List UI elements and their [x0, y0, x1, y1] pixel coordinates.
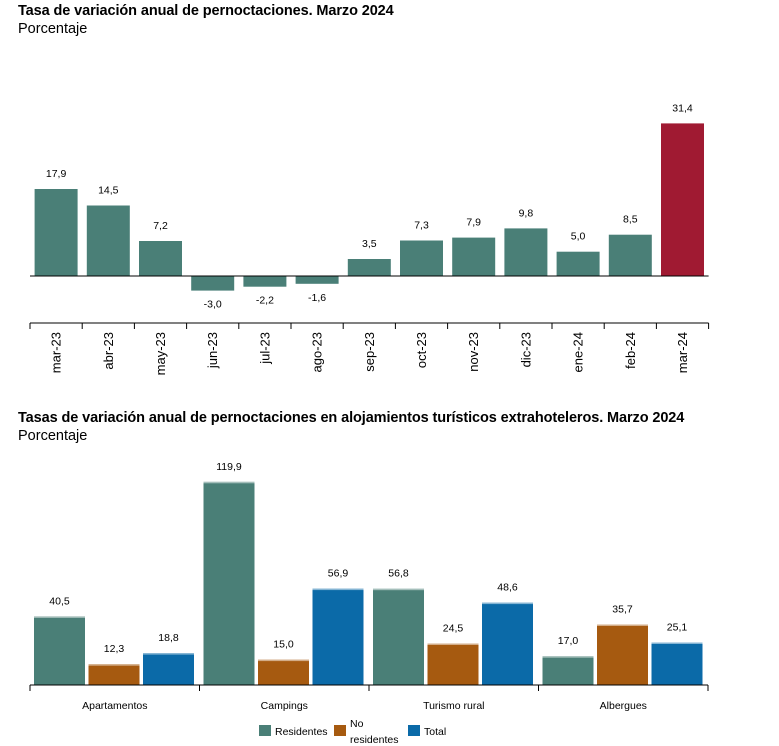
bar-ene-24	[556, 251, 600, 276]
x-tick-label-jun-23: jun-23	[205, 332, 220, 369]
bar-Albergues-Residentes	[542, 656, 594, 685]
bar-Albergues-Total	[651, 642, 703, 685]
x-tick-label-abr-23: abr-23	[101, 332, 116, 370]
x-tick-label-dic-23: dic-23	[518, 332, 533, 367]
legend-label-no: No	[350, 718, 364, 730]
bar-feb-24	[608, 234, 652, 276]
value-label-sep-23: 3,5	[362, 238, 377, 250]
value-label-jul-23: -2,2	[256, 295, 274, 307]
value-label-Campings-No residentes: 15,0	[273, 639, 294, 651]
bar-mar-23	[34, 189, 78, 276]
bar-jun-23	[191, 276, 235, 291]
bar-Campings-Total	[312, 588, 364, 685]
value-label-Campings-Total: 56,9	[328, 568, 349, 580]
bar-top-highlight	[203, 481, 255, 484]
value-label-Campings-Residentes: 119,9	[216, 461, 242, 473]
value-label-Turismo rural-No residentes: 24,5	[443, 623, 464, 635]
bar-Turismo rural-Total	[482, 602, 533, 685]
legend-swatch-No residentes	[334, 725, 346, 736]
bar-top-highlight	[597, 624, 648, 626]
bar-top-highlight	[34, 616, 85, 618]
x-tick-label-may-23: may-23	[153, 332, 168, 375]
x-tick-label-mar-24: mar-24	[675, 332, 690, 373]
bar-top-highlight	[258, 659, 309, 662]
bar-top-highlight	[427, 643, 479, 645]
chart2-subtitle: Porcentaje	[18, 428, 88, 444]
bar-top-highlight	[651, 642, 703, 644]
chart1-title: Tasa de variación anual de pernoctacione…	[18, 3, 394, 19]
x-tick-label-sep-23: sep-23	[362, 332, 377, 372]
bar-dic-23	[504, 228, 548, 276]
x-tick-label-Turismo rural: Turismo rural	[423, 700, 484, 712]
value-label-mar-23: 17,9	[46, 168, 67, 180]
bar-Campings-No residentes	[258, 659, 309, 685]
bar-Albergues-No residentes	[597, 624, 648, 685]
x-tick-label-nov-23: nov-23	[466, 332, 481, 372]
legend-label-Residentes: Residentes	[275, 726, 328, 738]
value-label-ago-23: -1,6	[308, 292, 326, 304]
bar-ago-23	[295, 276, 339, 284]
bar-oct-23	[400, 240, 443, 276]
bar-abr-23	[86, 205, 130, 276]
bar-Turismo rural-No residentes	[427, 643, 479, 685]
bar-top-highlight	[373, 588, 424, 591]
bar-top-highlight	[312, 588, 364, 591]
value-label-Turismo rural-Total: 48,6	[497, 582, 518, 594]
value-label-oct-23: 7,3	[414, 220, 429, 232]
x-tick-label-ene-24: ene-24	[571, 332, 586, 372]
value-label-feb-24: 8,5	[623, 214, 638, 226]
value-label-Albergues-Residentes: 17,0	[558, 635, 579, 647]
bar-top-highlight	[88, 664, 140, 666]
bar-Apartamentos-No residentes	[88, 664, 140, 685]
value-label-ene-24: 5,0	[571, 231, 586, 243]
x-tick-label-mar-23: mar-23	[49, 332, 64, 373]
x-tick-label-Apartamentos: Apartamentos	[82, 700, 147, 712]
value-label-abr-23: 14,5	[98, 185, 119, 197]
bar-top-highlight	[542, 656, 594, 658]
bar-nov-23	[452, 237, 496, 276]
bar-may-23	[139, 241, 182, 276]
legend-swatch-Residentes	[259, 725, 271, 736]
x-tick-label-Albergues: Albergues	[600, 700, 647, 712]
value-label-nov-23: 7,9	[466, 217, 481, 229]
value-label-jun-23: -3,0	[204, 299, 222, 311]
bar-sep-23	[347, 259, 391, 276]
bar-mar-24	[661, 123, 704, 277]
value-label-Turismo rural-Residentes: 56,8	[388, 568, 409, 580]
bar-top-highlight	[482, 602, 533, 605]
legend-label-Total: Total	[424, 726, 446, 738]
bar-Apartamentos-Total	[143, 653, 194, 685]
x-tick-label-Campings: Campings	[261, 700, 308, 712]
value-label-dic-23: 9,8	[519, 207, 534, 219]
legend-swatch-Total	[408, 725, 420, 736]
x-tick-label-jul-23: jul-23	[257, 332, 272, 365]
value-label-Apartamentos-Total: 18,8	[158, 632, 179, 644]
value-label-Albergues-No residentes: 35,7	[612, 604, 633, 616]
value-label-mar-24: 31,4	[672, 102, 693, 114]
bar-Turismo rural-Residentes	[373, 588, 424, 685]
x-tick-label-feb-24: feb-24	[623, 332, 638, 369]
value-label-Apartamentos-No residentes: 12,3	[104, 643, 125, 655]
chart1-subtitle: Porcentaje	[18, 21, 88, 37]
bar-Apartamentos-Residentes	[34, 616, 85, 685]
bar-top-highlight	[143, 653, 194, 655]
value-label-Apartamentos-Residentes: 40,5	[49, 595, 70, 607]
x-tick-label-ago-23: ago-23	[310, 332, 325, 372]
bar-Campings-Residentes	[203, 481, 255, 685]
legend-label-residentes: residentes	[350, 734, 398, 746]
value-label-Albergues-Total: 25,1	[667, 622, 688, 634]
bar-jul-23	[243, 276, 287, 287]
x-tick-label-oct-23: oct-23	[414, 332, 429, 368]
value-label-may-23: 7,2	[153, 220, 168, 232]
chart2-title: Tasas de variación anual de pernoctacion…	[18, 410, 685, 426]
